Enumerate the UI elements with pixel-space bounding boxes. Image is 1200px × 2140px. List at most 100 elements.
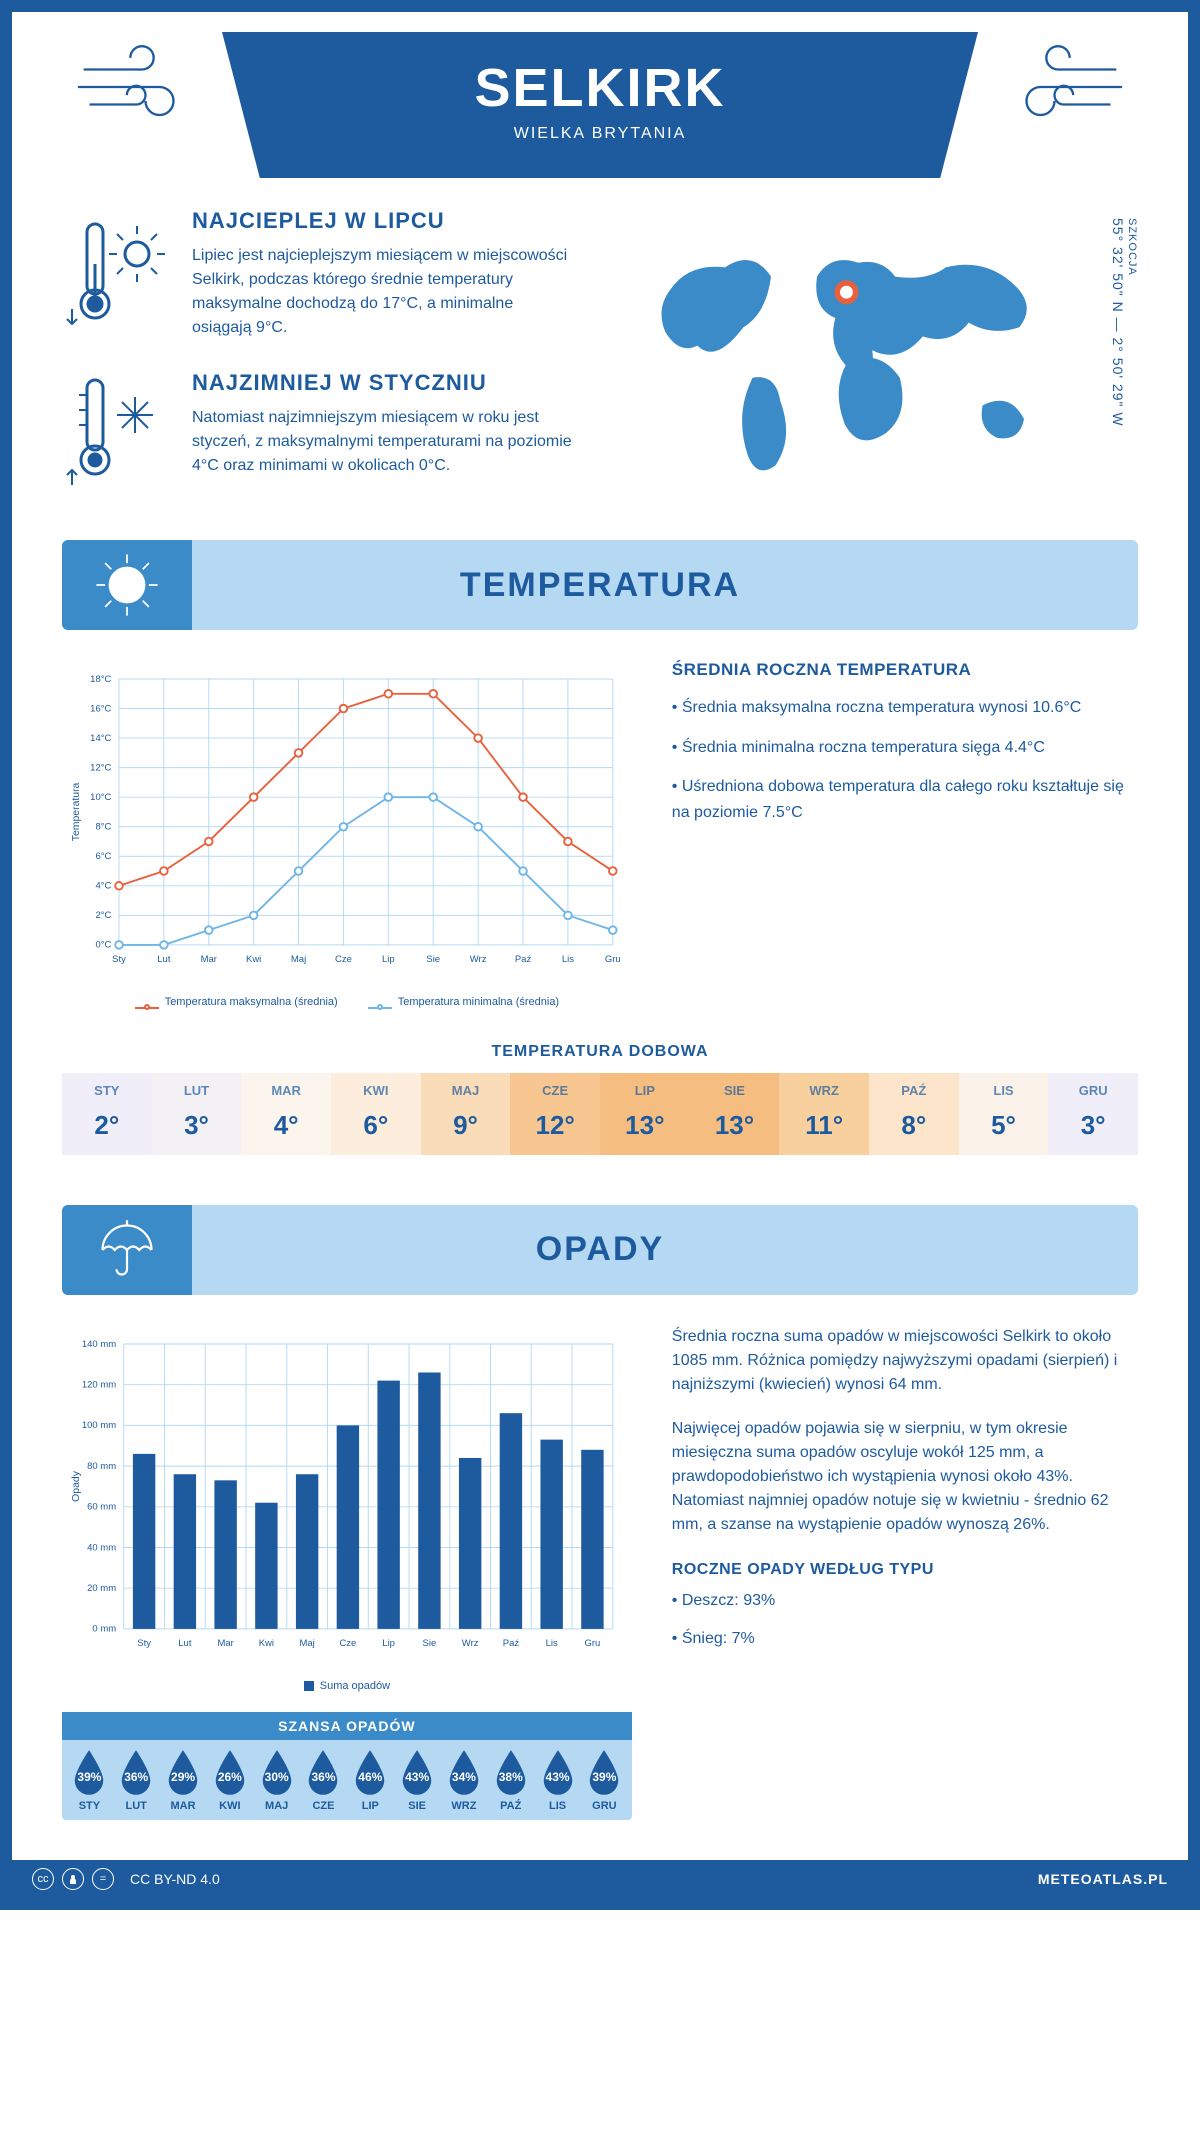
svg-text:80 mm: 80 mm [87,1461,116,1472]
svg-text:0 mm: 0 mm [92,1624,116,1635]
cc-icon: cc [32,1868,54,1890]
raindrop-icon: 26% [211,1748,249,1796]
svg-text:Gru: Gru [585,1638,601,1649]
svg-text:Cze: Cze [335,954,352,965]
svg-text:Paź: Paź [515,954,532,965]
nd-icon: = [92,1868,114,1890]
svg-text:Maj: Maj [291,954,306,965]
svg-text:Sty: Sty [137,1638,151,1649]
city-name: SELKIRK [222,57,978,119]
raindrop-icon: 38% [492,1748,530,1796]
svg-text:10°C: 10°C [90,792,111,803]
svg-text:Lut: Lut [157,954,171,965]
legend-item: Temperatura minimalna (średnia) [368,996,559,1008]
warmest-block: NAJCIEPLEJ W LIPCU Lipiec jest najcieple… [62,208,585,340]
raindrop-icon: 36% [117,1748,155,1796]
svg-text:Mar: Mar [201,954,217,965]
svg-text:Lut: Lut [178,1638,192,1649]
svg-text:Maj: Maj [299,1638,314,1649]
region-label: SZKOCJA [1126,218,1138,490]
daily-temp-cell: SIE13° [690,1073,780,1155]
svg-text:Lip: Lip [382,1638,395,1649]
header: SELKIRK WIELKA BRYTANIA [62,32,1138,178]
svg-text:Sty: Sty [112,954,126,965]
chance-cell: 43% SIE [394,1748,441,1812]
svg-text:Lip: Lip [382,954,395,965]
raindrop-icon: 29% [164,1748,202,1796]
raindrop-icon: 43% [539,1748,577,1796]
svg-text:40 mm: 40 mm [87,1542,116,1553]
svg-text:140 mm: 140 mm [82,1339,116,1350]
info-row: NAJCIEPLEJ W LIPCU Lipiec jest najcieple… [62,208,1138,520]
country-name: WIELKA BRYTANIA [222,125,978,143]
coldest-block: NAJZIMNIEJ W STYCZNIU Natomiast najzimni… [62,370,585,490]
svg-text:Paź: Paź [503,1638,520,1649]
chance-cell: 36% LUT [113,1748,160,1812]
svg-text:Kwi: Kwi [259,1638,274,1649]
raindrop-icon: 39% [70,1748,108,1796]
sun-icon [62,540,192,630]
legend-item: Temperatura maksymalna (średnia) [135,996,338,1008]
svg-text:Mar: Mar [217,1638,233,1649]
daily-temp-cell: MAR4° [241,1073,331,1155]
legend-precip: Suma opadów [304,1680,390,1692]
daily-temp-cell: GRU3° [1048,1073,1138,1155]
raindrop-icon: 34% [445,1748,483,1796]
daily-temp-cell: LIP13° [600,1073,690,1155]
thermometer-snow-icon [62,370,172,490]
wind-icon-right [978,32,1138,142]
daily-temp-cell: LUT3° [152,1073,242,1155]
raindrop-icon: 39% [585,1748,623,1796]
svg-text:120 mm: 120 mm [82,1379,116,1390]
svg-text:Opady: Opady [71,1470,82,1502]
temp-bullet: • Uśredniona dobowa temperatura dla całe… [672,774,1138,825]
svg-text:Gru: Gru [605,954,621,965]
chance-cell: 43% LIS [534,1748,581,1812]
precip-chance-box: SZANSA OPADÓW 39% STY 36% LUT 29% MAR 26… [62,1712,632,1820]
temp-bullet: • Średnia maksymalna roczna temperatura … [672,695,1138,721]
chance-cell: 34% WRZ [441,1748,488,1812]
svg-text:60 mm: 60 mm [87,1502,116,1513]
daily-temp-cell: CZE12° [510,1073,600,1155]
svg-text:0°C: 0°C [95,940,111,951]
coldest-title: NAJZIMNIEJ W STYCZNIU [192,370,572,396]
precipitation-bar-chart: 0 mm20 mm40 mm60 mm80 mm100 mm120 mm140 … [62,1325,632,1692]
footer: cc = CC BY-ND 4.0 METEOATLAS.PL [12,1860,1188,1898]
raindrop-icon: 30% [258,1748,296,1796]
daily-temp-cell: WRZ11° [779,1073,869,1155]
daily-temp-cell: PAŹ8° [869,1073,959,1155]
svg-text:6°C: 6°C [95,851,111,862]
chance-cell: 30% MAJ [253,1748,300,1812]
svg-text:Wrz: Wrz [462,1638,479,1649]
temperature-summary: ŚREDNIA ROCZNA TEMPERATURA • Średnia mak… [672,660,1138,1008]
precip-summary: Średnia roczna suma opadów w miejscowośc… [672,1325,1138,1820]
section-precipitation: OPADY [62,1205,1138,1295]
daily-temp-cell: KWI6° [331,1073,421,1155]
umbrella-icon [62,1205,192,1295]
chance-title: SZANSA OPADÓW [62,1712,632,1740]
precip-type-title: ROCZNE OPADY WEDŁUG TYPU [672,1561,1138,1579]
svg-text:4°C: 4°C [95,881,111,892]
thermometer-sun-icon [62,208,172,340]
svg-text:Temperatura: Temperatura [71,782,82,841]
chance-cell: 36% CZE [300,1748,347,1812]
map-wrap: SZKOCJA 55° 32' 50" N — 2° 50' 29" W [615,208,1138,520]
precip-type-line: • Śnieg: 7% [672,1627,1138,1651]
license-text: CC BY-ND 4.0 [130,1871,220,1887]
daily-temp-table: STY2°LUT3°MAR4°KWI6°MAJ9°CZE12°LIP13°SIE… [62,1073,1138,1155]
raindrop-icon: 43% [398,1748,436,1796]
chance-cell: 38% PAŹ [487,1748,534,1812]
raindrop-icon: 46% [351,1748,389,1796]
by-icon [62,1868,84,1890]
svg-text:16°C: 16°C [90,703,111,714]
precip-p1: Średnia roczna suma opadów w miejscowośc… [672,1325,1138,1397]
daily-temp-cell: LIS5° [959,1073,1049,1155]
svg-text:Wrz: Wrz [470,954,487,965]
svg-text:Lis: Lis [546,1638,558,1649]
wind-icon-left [62,32,222,142]
svg-text:Sie: Sie [426,954,440,965]
coldest-body: Natomiast najzimniejszym miesiącem w rok… [192,406,572,478]
temp-summary-title: ŚREDNIA ROCZNA TEMPERATURA [672,660,1138,680]
section-temperature: TEMPERATURA [62,540,1138,630]
chance-cell: 39% GRU [581,1748,628,1812]
